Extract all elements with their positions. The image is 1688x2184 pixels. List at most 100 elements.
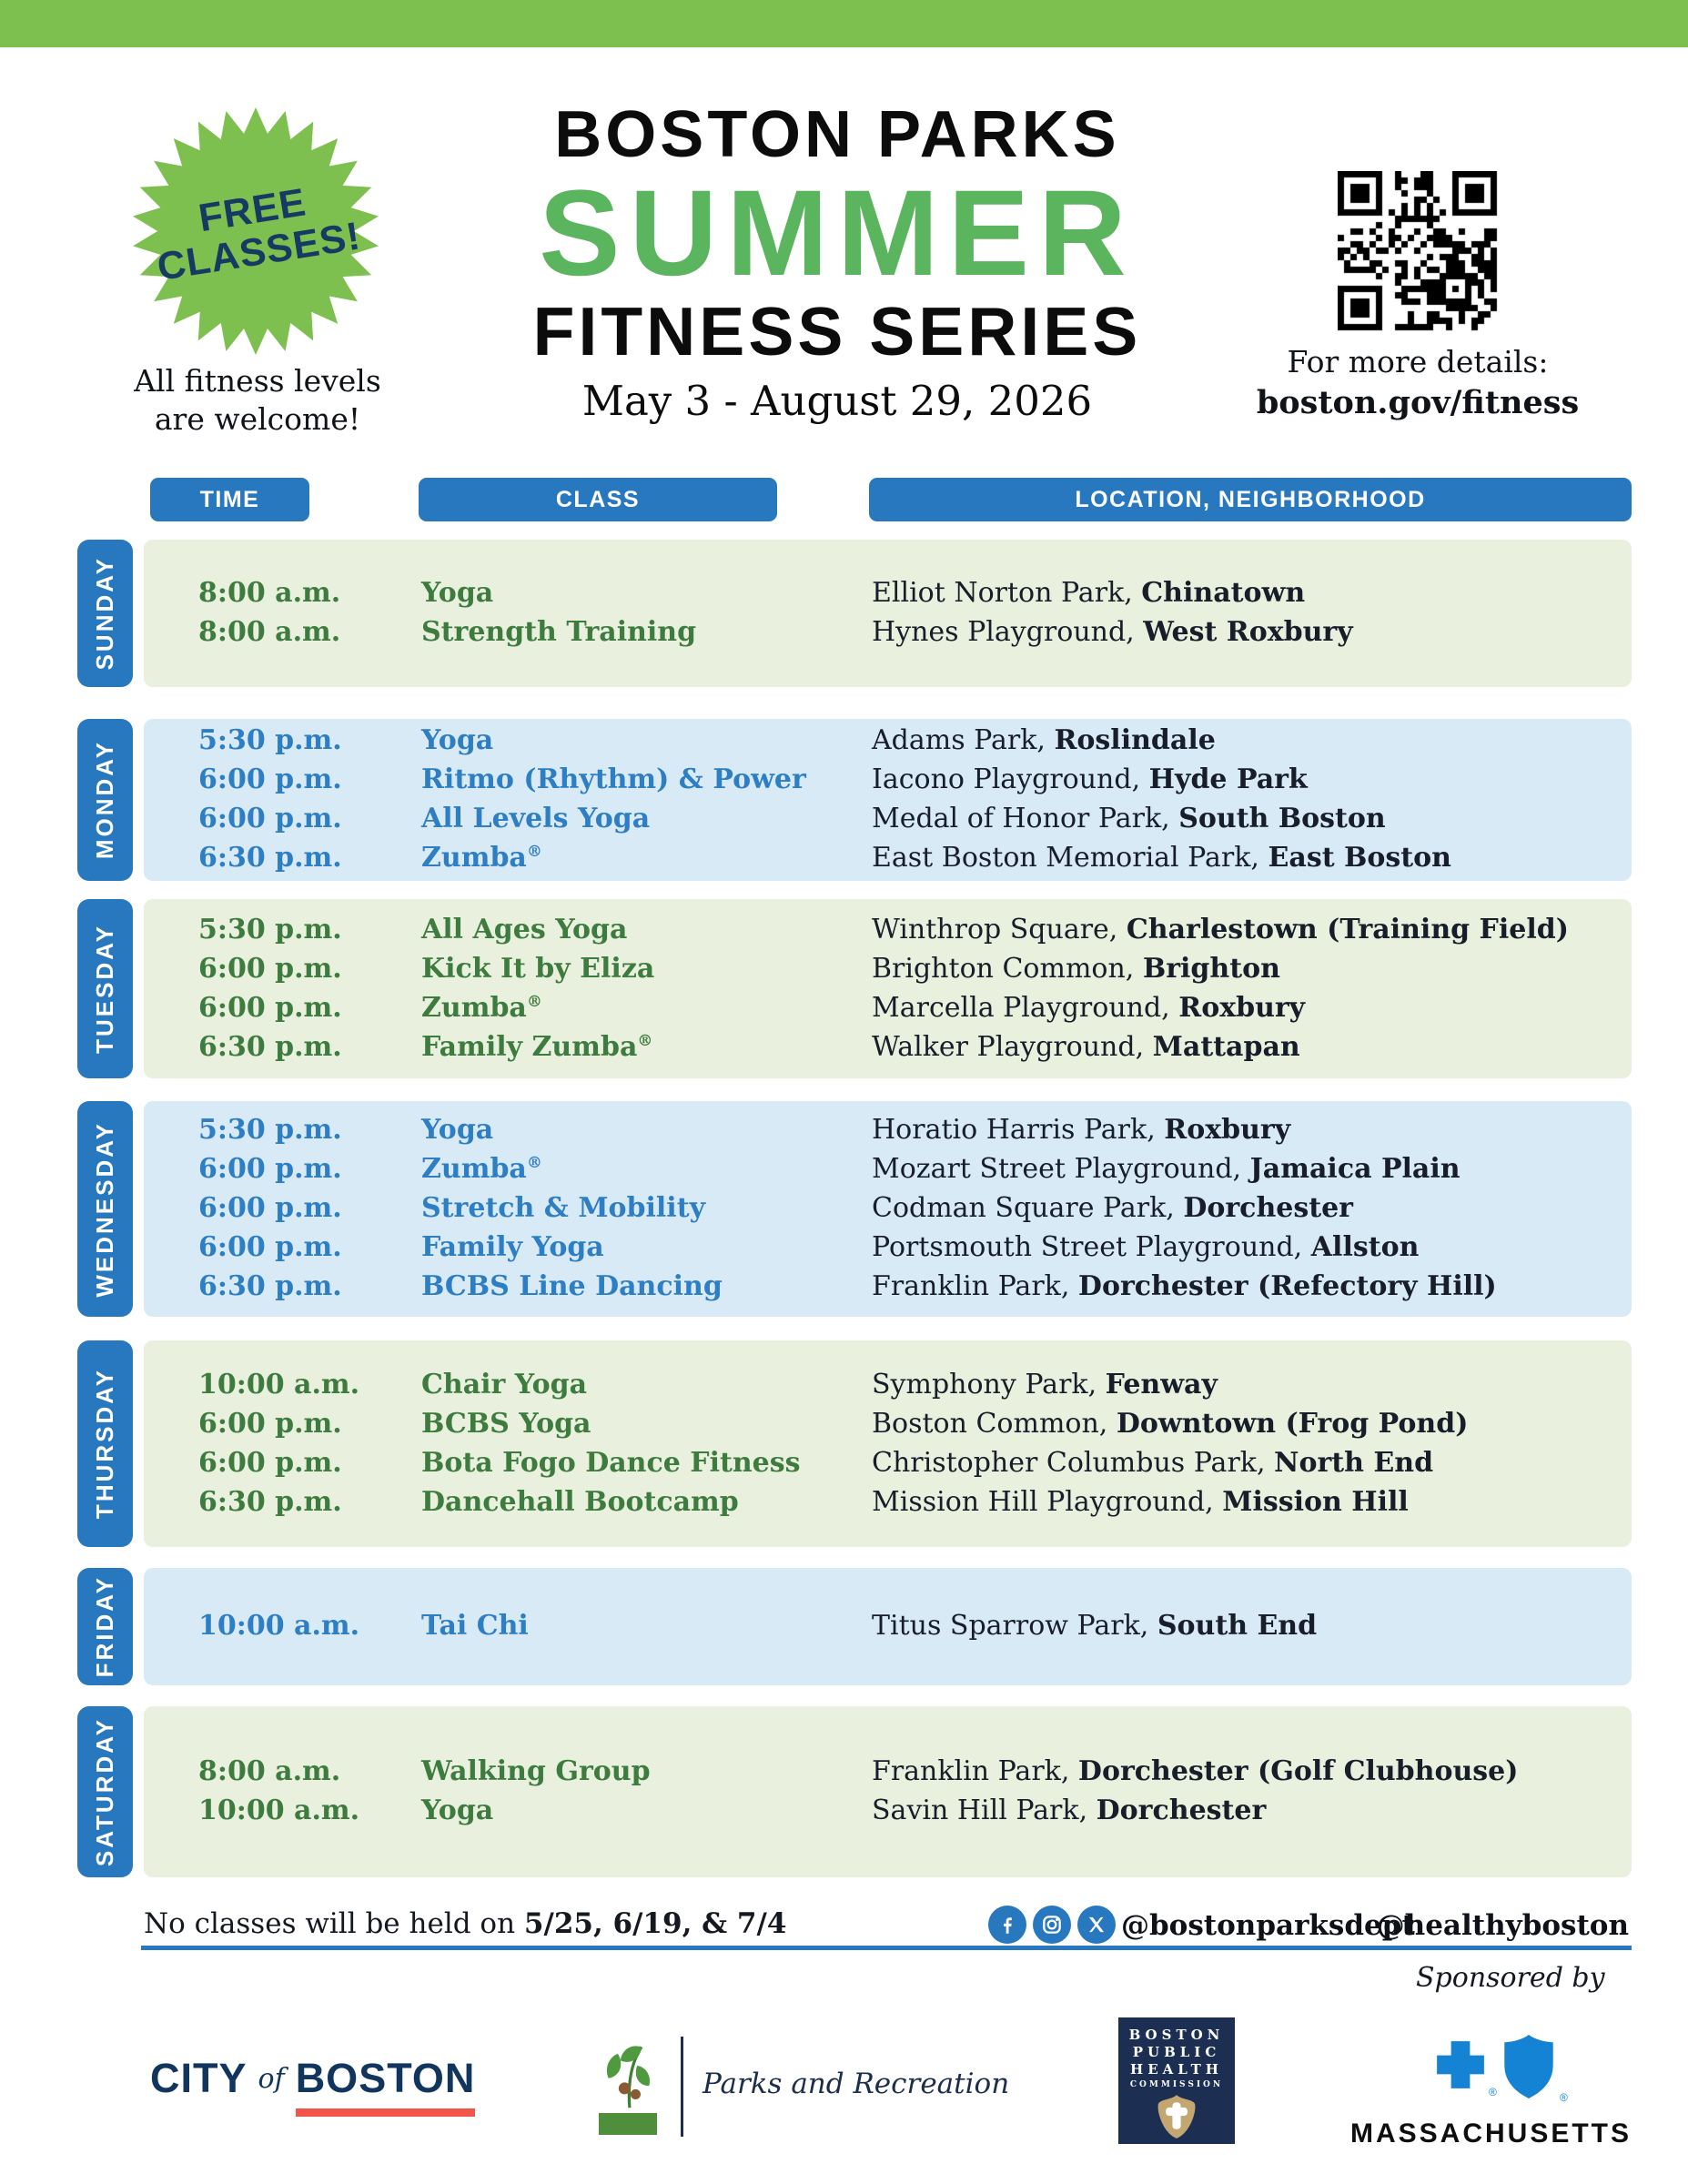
class-name: Zumba®: [421, 1153, 542, 1185]
sponsored-by-label: Sponsored by: [1416, 1962, 1605, 1994]
class-location: Marcella Playground, Roxbury: [872, 991, 1306, 1024]
date-range: May 3 - August 29, 2026: [581, 377, 1093, 425]
top-accent-bar: [0, 0, 1688, 47]
class-location: Elliot Norton Park, Chinatown: [872, 577, 1306, 609]
facebook-icon: [988, 1906, 1026, 1944]
class-location: Boston Common, Downtown (Frog Pond): [872, 1407, 1469, 1440]
schedule-row: 6:00 p.m. Bota Fogo Dance Fitness Christ…: [144, 1444, 1632, 1483]
schedule-row: 6:00 p.m. BCBS Yoga Boston Common, Downt…: [144, 1405, 1632, 1444]
schedule-row: 10:00 a.m. Yoga Savin Hill Park, Dorches…: [144, 1792, 1632, 1831]
schedule-row: 6:00 p.m. Zumba® Mozart Street Playgroun…: [144, 1150, 1632, 1189]
schedule-row: 6:30 p.m. BCBS Line Dancing Franklin Par…: [144, 1268, 1632, 1307]
class-location: Mozart Street Playground, Jamaica Plain: [872, 1153, 1461, 1185]
day-label-sunday: SUNDAY: [77, 540, 133, 687]
day-label-wednesday: WEDNESDAY: [77, 1101, 133, 1317]
footer-divider: [141, 1946, 1632, 1950]
schedule-row: 6:30 p.m. Family Zumba® Walker Playgroun…: [144, 1028, 1632, 1067]
class-time: 6:00 p.m.: [198, 763, 342, 795]
day-label-thursday: THURSDAY: [77, 1340, 133, 1547]
title-boston-parks: BOSTON PARKS: [554, 98, 1120, 171]
class-location: Portsmouth Street Playground, Allston: [872, 1231, 1420, 1263]
class-name: Chair Yoga: [421, 1368, 588, 1400]
day-section-friday: FRIDAY 10:00 a.m. Tai Chi Titus Sparrow …: [77, 1568, 1632, 1685]
schedule-row: 6:00 p.m. Stretch & Mobility Codman Squa…: [144, 1189, 1632, 1228]
schedule-row: 6:00 p.m. All Levels Yoga Medal of Honor…: [144, 800, 1632, 839]
schedule-row: 6:30 p.m. Dancehall Bootcamp Mission Hil…: [144, 1483, 1632, 1522]
day-schedule-monday: 5:30 p.m. Yoga Adams Park, Roslindale 6:…: [144, 719, 1632, 881]
class-name: Ritmo (Rhythm) & Power: [421, 763, 806, 795]
class-location: Mission Hill Playground, Mission Hill: [872, 1485, 1409, 1518]
bcbs-massachusetts-label: MASSACHUSETTS: [1349, 2118, 1632, 2149]
schedule-row: 8:00 a.m. Strength Training Hynes Playgr…: [144, 613, 1632, 652]
class-time: 6:30 p.m.: [198, 1485, 342, 1518]
class-name: Family Yoga: [421, 1231, 604, 1263]
instagram-icon: [1033, 1906, 1071, 1944]
parks-recreation-logo-divider: [681, 2037, 683, 2137]
class-location: Walker Playground, Mattapan: [872, 1030, 1300, 1063]
class-location: Medal of Honor Park, South Boston: [872, 803, 1386, 834]
class-location: Iacono Playground, Hyde Park: [872, 763, 1308, 795]
class-name: Yoga: [421, 577, 494, 609]
class-time: 5:30 p.m.: [198, 724, 342, 756]
free-classes-badge-text: FREE CLASSES!: [113, 82, 399, 379]
day-schedule-tuesday: 5:30 p.m. All Ages Yoga Winthrop Square,…: [144, 899, 1632, 1078]
class-time: 5:30 p.m.: [198, 913, 342, 945]
class-location: East Boston Memorial Park, East Boston: [872, 842, 1451, 874]
day-schedule-thursday: 10:00 a.m. Chair Yoga Symphony Park, Fen…: [144, 1340, 1632, 1547]
class-location: Winthrop Square, Charlestown (Training F…: [872, 913, 1569, 945]
class-time: 6:00 p.m.: [198, 1153, 342, 1185]
health-social-handle: @healthyboston: [1376, 1909, 1629, 1942]
class-name: Yoga: [421, 1114, 494, 1146]
schedule-row: 5:30 p.m. All Ages Yoga Winthrop Square,…: [144, 911, 1632, 950]
day-section-monday: MONDAY 5:30 p.m. Yoga Adams Park, Roslin…: [77, 719, 1632, 881]
social-icons: [988, 1906, 1116, 1944]
schedule-row: 6:00 p.m. Kick It by Eliza Brighton Comm…: [144, 950, 1632, 989]
class-time: 6:00 p.m.: [198, 803, 342, 834]
welcome-note: All fitness levels are welcome!: [134, 363, 381, 437]
class-location: Symphony Park, Fenway: [872, 1368, 1218, 1400]
class-location: Hynes Playground, West Roxbury: [872, 616, 1353, 648]
class-location: Adams Park, Roslindale: [872, 724, 1216, 756]
class-time: 5:30 p.m.: [198, 1114, 342, 1146]
class-name: BCBS Yoga: [421, 1407, 591, 1440]
schedule-row: 5:30 p.m. Yoga Horatio Harris Park, Roxb…: [144, 1111, 1632, 1150]
class-location: Titus Sparrow Park, South End: [872, 1610, 1318, 1642]
day-section-sunday: SUNDAY 8:00 a.m. Yoga Elliot Norton Park…: [77, 540, 1632, 687]
class-name: Zumba®: [421, 842, 542, 874]
qr-caption: For more details: boston.gov/fitness: [1254, 342, 1582, 424]
details-label: For more details:: [1287, 344, 1549, 379]
class-time: 6:30 p.m.: [198, 1030, 342, 1063]
no-classes-note: No classes will be held on 5/25, 6/19, &…: [144, 1907, 787, 1940]
no-classes-dates: 5/25, 6/19, & 7/4: [523, 1907, 787, 1940]
day-label-saturday: SATURDAY: [77, 1706, 133, 1877]
schedule-row: 8:00 a.m. Walking Group Franklin Park, D…: [144, 1753, 1632, 1792]
schedule-row: 6:30 p.m. Zumba® East Boston Memorial Pa…: [144, 839, 1632, 878]
class-name: Family Zumba®: [421, 1030, 653, 1063]
class-location: Codman Square Park, Dorchester: [872, 1192, 1353, 1224]
parks-social-handle: @bostonparksdept: [1121, 1909, 1415, 1942]
day-section-thursday: THURSDAY 10:00 a.m. Chair Yoga Symphony …: [77, 1340, 1632, 1547]
column-header-class: CLASS: [419, 478, 777, 521]
class-location: Franklin Park, Dorchester (Golf Clubhous…: [872, 1755, 1519, 1787]
column-header-time: TIME: [150, 478, 309, 521]
registered-mark: ®: [1560, 2091, 1568, 2104]
parks-recreation-leaf-icon: [606, 2046, 651, 2108]
class-time: 6:00 p.m.: [198, 1407, 342, 1440]
parks-recreation-label: Parks and Recreation: [702, 2068, 1010, 2100]
class-name: Zumba®: [421, 991, 542, 1024]
class-name: Tai Chi: [421, 1610, 529, 1642]
schedule-row: 10:00 a.m. Chair Yoga Symphony Park, Fen…: [144, 1366, 1632, 1405]
boston-public-health-logo: BOSTON PUBLIC HEALTH COMMISSION: [1118, 2017, 1235, 2144]
class-name: Dancehall Bootcamp: [421, 1485, 739, 1518]
bphc-shield-icon: [1157, 2095, 1196, 2138]
day-label-tuesday: TUESDAY: [77, 899, 133, 1078]
registered-mark: ®: [1489, 2086, 1497, 2098]
day-section-tuesday: TUESDAY 5:30 p.m. All Ages Yoga Winthrop…: [77, 899, 1632, 1078]
class-location: Franklin Park, Dorchester (Refectory Hil…: [872, 1270, 1497, 1302]
title-summer: SUMMER: [539, 166, 1136, 301]
qr-code: [1338, 171, 1498, 331]
day-section-wednesday: WEDNESDAY 5:30 p.m. Yoga Horatio Harris …: [77, 1101, 1632, 1317]
class-name: Bota Fogo Dance Fitness: [421, 1446, 801, 1479]
free-classes-badge: FREE CLASSES!: [132, 100, 379, 362]
class-time: 8:00 a.m.: [198, 616, 341, 648]
